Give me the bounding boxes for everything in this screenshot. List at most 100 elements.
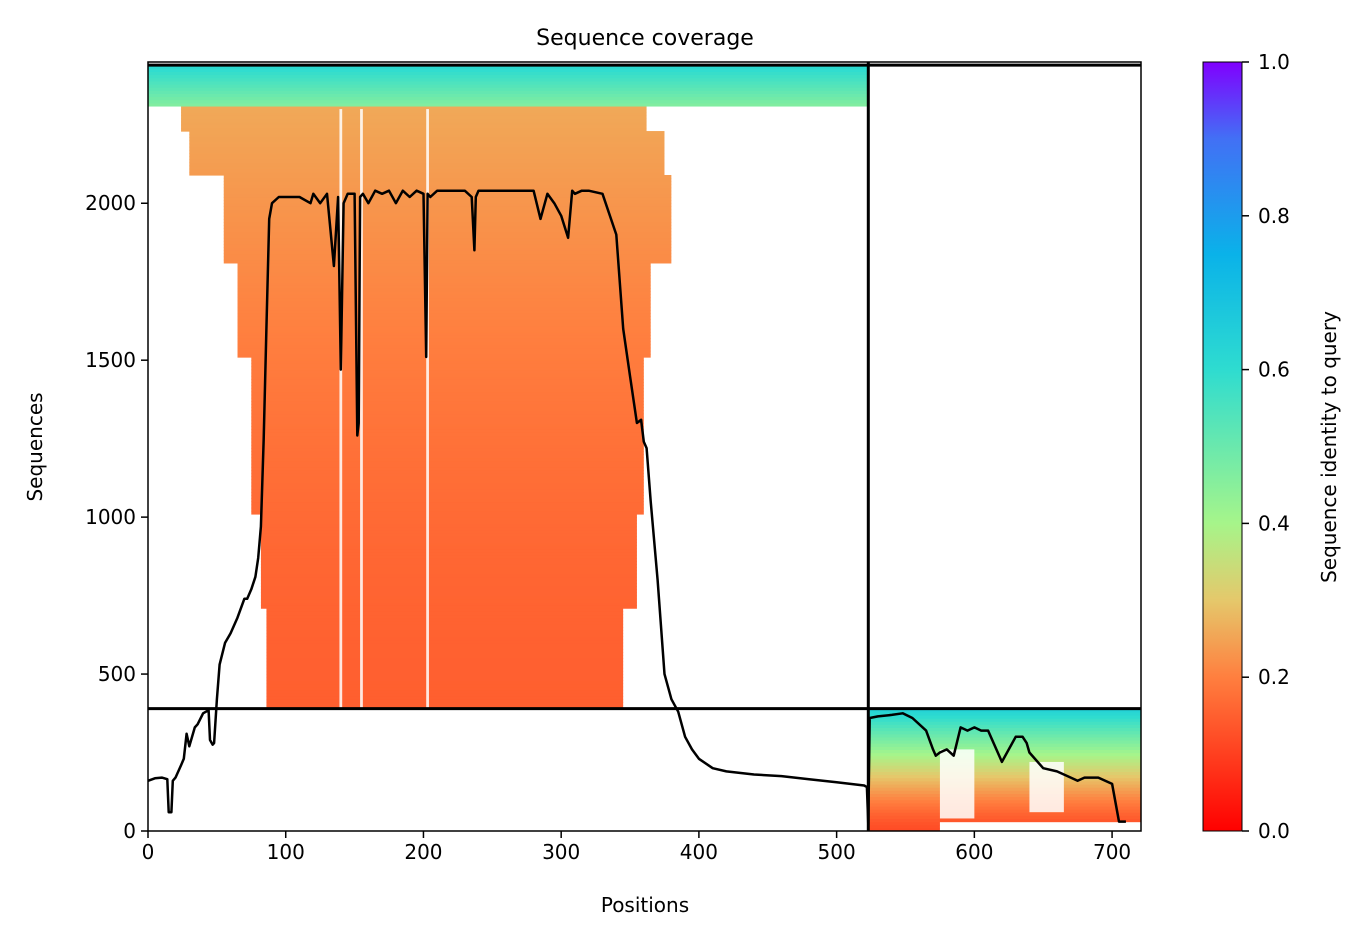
heatmap-strip [237,306,651,311]
heatmap-strip [266,677,624,681]
heatmap-strip [181,127,647,132]
heatmap-strip [251,397,644,402]
heatmap-strip [868,718,1141,722]
heatmap-strip [223,231,672,236]
heatmap-strip [223,206,672,211]
colorbar [1202,61,1243,832]
heatmap-strip [266,611,624,616]
heatmap-strip [251,448,644,452]
heatmap-strip [148,74,869,79]
heatmap-strip [266,680,624,685]
heatmap-strip [251,375,644,380]
heatmap-strip [260,554,637,559]
heatmap-strip [223,240,672,245]
heatmap-strip [251,492,644,496]
chart-title: Sequence coverage [536,26,754,51]
heatmap-strip [868,743,1141,747]
x-tick-label: 400 [680,840,718,864]
heatmap-strip [148,83,869,88]
heatmap-strip [181,118,647,123]
heatmap-strip [260,523,637,528]
heatmap-strip [266,683,624,688]
colorbar-tick-label: 0.4 [1258,511,1290,535]
heatmap-strip [148,68,869,73]
heatmap-strip [260,529,637,534]
heatmap-strip [266,702,624,707]
y-axis-ticks: 0 500 1000 1500 2000 [85,191,148,843]
heatmap-strip [868,777,1141,782]
gap-streak [426,109,429,709]
heatmap-strip [260,542,637,546]
colorbar-tick-label: 0.8 [1258,204,1290,228]
heatmap-strip [237,291,651,295]
heatmap-strip [260,561,637,565]
heatmap-strip [260,532,637,537]
heatmap-strip [223,212,672,217]
heatmap-strip [251,441,644,446]
heatmap-strip [266,658,624,663]
heatmap-strip [148,77,869,82]
heatmap-strip [237,347,651,352]
heatmap-strip [251,466,644,471]
heatmap-strip [251,432,644,437]
heatmap-strip [266,648,624,653]
heatmap-strip [868,721,1141,725]
heatmap-strip [251,451,644,455]
heatmap-strip [260,576,637,581]
heatmap-strip [237,281,651,286]
heatmap-strip [223,181,672,186]
heatmap-strip [868,796,1141,801]
heatmap-strip [266,699,624,703]
heatmap-strip [181,109,647,113]
heatmap-strip [266,670,624,675]
heatmap-strip [266,667,624,672]
heatmap-strip [260,513,637,518]
y-tick-label: 500 [98,662,136,686]
heatmap-strip [266,633,624,637]
heatmap-strip [251,463,644,468]
heatmap-strip [260,605,637,609]
heatmap-strip [251,413,644,418]
heatmap-strip [181,112,647,116]
heatmap-strip [266,664,624,669]
coverage-line-layer [147,189,1126,826]
heatmap-strip [251,410,644,415]
x-tick-label: 100 [267,840,305,864]
heatmap-strip [868,749,1141,754]
x-tick-label: 700 [1093,840,1131,864]
heatmap-strip [223,250,672,255]
heatmap-strip [260,564,637,568]
heatmap-strip [266,608,624,612]
heatmap-strip [237,269,651,273]
heatmap-strip [260,579,637,584]
heatmap-strip [237,262,651,267]
heatmap-strip [251,479,644,484]
heatmap-strip [260,573,637,578]
heatmap-strip [260,517,637,521]
heatmap-strip [868,739,1141,744]
heatmap-strip [868,783,1141,788]
heatmap-strip [251,460,644,465]
gap-streak [1029,761,1064,813]
heatmap-strip [223,222,672,226]
heatmap-strip [251,429,644,433]
heatmap-strip [251,507,644,512]
heatmap-strip [237,350,651,355]
heatmap-strip [266,623,624,628]
heatmap-strip [251,501,644,506]
heatmap-strip [251,385,644,390]
heatmap-strip [251,369,644,374]
heatmap-strip [148,90,869,94]
heatmap-strip [266,689,624,694]
heatmap-strip [868,714,1141,719]
heatmap-strip [266,686,624,691]
heatmap-strip [251,360,644,364]
heatmap-strip [251,379,644,383]
heatmap-strip [223,215,672,220]
plot-frame [147,61,1142,832]
heatmap-strip [266,614,624,619]
heatmap-strip [251,388,644,393]
heatmap-strip [868,733,1141,738]
heatmap-strip [223,178,672,182]
heatmap-strip [223,200,672,204]
